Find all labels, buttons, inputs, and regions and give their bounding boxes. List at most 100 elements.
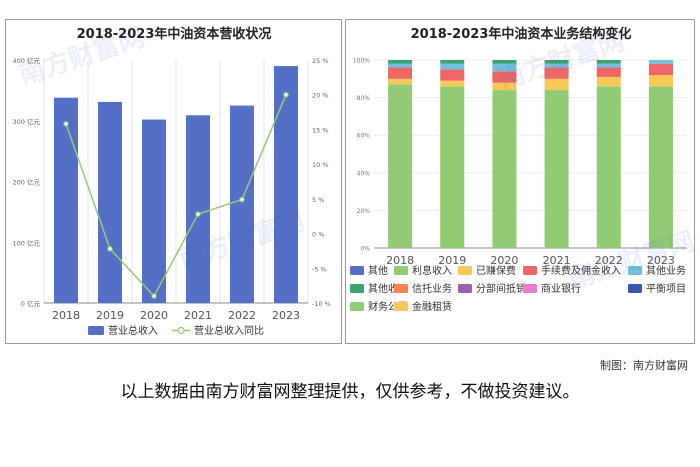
point-yoy bbox=[107, 246, 113, 252]
legend-swatch bbox=[523, 266, 537, 275]
bar-segment bbox=[440, 60, 465, 64]
bar-segment bbox=[388, 78, 413, 85]
legend-label: 其他 bbox=[368, 264, 388, 277]
legend-label: 商业银行 bbox=[541, 282, 581, 295]
x-tick-label: 2023 bbox=[272, 309, 300, 322]
right-axis-tick-label: -10 % bbox=[312, 300, 331, 308]
legend-swatch bbox=[628, 284, 642, 293]
bar-segment bbox=[492, 60, 517, 64]
x-tick-label: 2018 bbox=[386, 254, 414, 267]
bar-segment bbox=[492, 63, 517, 72]
revenue-chart-panel: 2018-2023年中油资本营收状况 0 亿元 100 亿元 200 亿元 300 亿元… bbox=[5, 19, 342, 344]
legend-swatch bbox=[394, 302, 408, 311]
point-yoy bbox=[239, 196, 245, 203]
bar-revenue bbox=[98, 101, 122, 303]
y-tick-label: 20% bbox=[357, 208, 371, 215]
bar-segment bbox=[440, 80, 465, 87]
y-tick-label: 0% bbox=[360, 246, 370, 253]
bar-segment bbox=[648, 60, 673, 64]
legend-label: 利息收入 bbox=[412, 264, 452, 277]
legend-swatch bbox=[350, 284, 364, 293]
legend-label: 已赚保费 bbox=[476, 264, 516, 277]
x-tick-label: 2022 bbox=[595, 254, 623, 267]
bar-revenue bbox=[274, 66, 298, 303]
bar-segment bbox=[596, 60, 621, 64]
left-axis-tick-label: 100 亿元 bbox=[13, 238, 41, 247]
bar-segment bbox=[648, 75, 673, 87]
bar-revenue bbox=[186, 115, 210, 303]
bar-segment bbox=[596, 86, 621, 248]
bar-segment bbox=[544, 60, 569, 64]
legend-swatch bbox=[458, 284, 472, 293]
revenue-chart: 2018-2023年中油资本营收状况 0 亿元 100 亿元 200 亿元 300 亿元… bbox=[13, 26, 331, 337]
right-axis-tick-label: 0 % bbox=[312, 231, 324, 239]
legend-label: 手续费及佣金收入 bbox=[541, 264, 621, 277]
bar-segment bbox=[648, 63, 673, 76]
legend-label: 营业总收入 bbox=[108, 324, 158, 337]
left-axis-tick-label: 0 亿元 bbox=[21, 299, 41, 308]
x-tick-label: 2020 bbox=[490, 254, 518, 267]
chart-title: 2018-2023年中油资本业务结构变化 bbox=[411, 26, 632, 42]
right-axis-tick-label: 25 % bbox=[312, 57, 329, 65]
bar-segment bbox=[492, 71, 517, 83]
right-axis-tick-label: -5 % bbox=[312, 265, 327, 273]
y-tick-label: 100% bbox=[353, 58, 370, 65]
legend-swatch bbox=[350, 302, 364, 311]
bar-segment bbox=[648, 86, 673, 248]
bar-segment bbox=[544, 90, 569, 248]
right-axis-tick-label: 15 % bbox=[312, 126, 329, 134]
bar-segment bbox=[544, 67, 569, 79]
legend-swatch bbox=[350, 266, 364, 275]
legend-swatch-yoy-marker bbox=[177, 326, 185, 335]
bar-segment bbox=[596, 67, 621, 77]
chart-title: 2018-2023年中油资本营收状况 bbox=[77, 26, 272, 42]
point-yoy bbox=[195, 211, 201, 217]
bar-segment bbox=[596, 76, 621, 87]
line-yoy bbox=[65, 94, 287, 298]
bar-revenue bbox=[142, 119, 166, 303]
right-axis-tick-label: 10 % bbox=[312, 161, 329, 169]
bar-segment bbox=[596, 63, 621, 68]
y-tick-label: 40% bbox=[357, 170, 371, 177]
left-axis-tick-label: 300 亿元 bbox=[13, 117, 41, 126]
point-yoy bbox=[63, 121, 69, 127]
left-axis-tick-label: 400 亿元 bbox=[13, 56, 41, 65]
legend-label: 平衡项目 bbox=[646, 283, 686, 295]
legend-swatch-revenue bbox=[88, 326, 104, 335]
bar-revenue bbox=[54, 97, 78, 303]
legend-label: 金融租赁 bbox=[412, 300, 452, 313]
point-yoy bbox=[283, 91, 289, 98]
bar-segment bbox=[492, 90, 517, 248]
x-tick-label: 2023 bbox=[647, 254, 675, 267]
bar-segment bbox=[440, 69, 465, 81]
bar-segment bbox=[440, 63, 465, 70]
bar-segment bbox=[388, 84, 413, 248]
y-tick-label: 60% bbox=[357, 133, 371, 140]
right-axis-tick-label: 20 % bbox=[312, 92, 329, 100]
bar-segment bbox=[388, 60, 413, 64]
x-tick-label: 2022 bbox=[228, 309, 256, 322]
bar-segment bbox=[544, 78, 569, 91]
legend-label: 其他业务 bbox=[646, 264, 686, 277]
legend-swatch bbox=[394, 266, 408, 275]
chart-credit: 制图：南方财富网 bbox=[600, 359, 688, 372]
disclaimer-text: 以上数据由南方财富网整理提供，仅供参考，不做投资建议。 bbox=[120, 382, 580, 402]
legend-swatch bbox=[628, 266, 642, 275]
structure-chart-panel: 2018-2023年中油资本业务结构变化 0% 20% 40% 60% 80% 100% 20… bbox=[345, 19, 698, 344]
bar-segment bbox=[388, 63, 413, 68]
bar-revenue bbox=[230, 105, 254, 303]
left-axis-tick-label: 200 亿元 bbox=[13, 178, 41, 187]
point-yoy bbox=[151, 293, 157, 299]
legend-swatch bbox=[394, 284, 408, 293]
x-tick-label: 2019 bbox=[438, 254, 466, 267]
bar-segment bbox=[544, 63, 569, 68]
legend-swatch bbox=[523, 284, 537, 293]
x-tick-label: 2018 bbox=[52, 309, 80, 322]
legend-label: 营业总收入同比 bbox=[194, 324, 264, 337]
x-tick-label: 2020 bbox=[140, 309, 168, 322]
y-tick-label: 80% bbox=[357, 95, 371, 102]
x-tick-label: 2021 bbox=[543, 254, 571, 267]
legend-label: 信托业务 bbox=[412, 282, 452, 295]
legend-label: 分部间抵销 bbox=[476, 282, 526, 295]
x-tick-label: 2021 bbox=[184, 309, 212, 322]
